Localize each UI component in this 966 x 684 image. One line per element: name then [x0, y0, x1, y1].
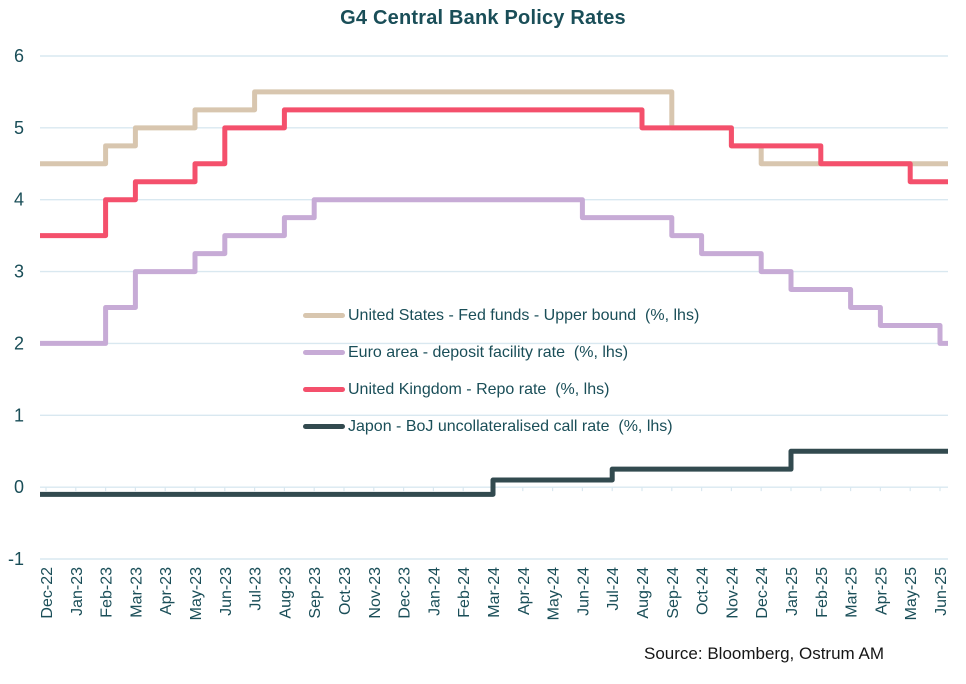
x-axis-label: Nov-23 [367, 567, 384, 619]
x-axis-label: Jan-25 [784, 567, 801, 616]
y-axis-label: 4 [14, 190, 24, 210]
x-axis-label: Sep-24 [665, 567, 682, 619]
legend-item-japan: Japon - BoJ uncollateralised call rate (… [303, 408, 699, 445]
x-axis-label: Feb-23 [99, 567, 116, 618]
x-axis-label: Mar-24 [486, 567, 503, 618]
x-axis-label: May-25 [903, 567, 920, 620]
x-axis-label: May-23 [188, 567, 205, 620]
source-note: Source: Bloomberg, Ostrum AM [644, 644, 884, 663]
x-axis-label: Feb-24 [456, 567, 473, 618]
legend-item-united-states: United States - Fed funds - Upper bound … [303, 297, 699, 334]
y-axis-label: 1 [14, 405, 24, 425]
x-axis-label: Mar-23 [128, 567, 145, 618]
x-axis-label: Apr-24 [516, 567, 533, 615]
x-axis-label: Apr-23 [158, 567, 175, 615]
legend-label-united-states: United States - Fed funds - Upper bound … [348, 306, 700, 324]
x-axis-label: Jul-24 [605, 567, 622, 611]
y-axis-label: 5 [14, 118, 24, 138]
legend-swatch-united-kingdom-icon [303, 387, 345, 392]
legend-swatch-japan-icon [303, 424, 345, 429]
legend-swatch-euro-area-icon [303, 350, 345, 355]
x-axis-label: Dec-23 [397, 567, 414, 619]
x-axis-label: Jun-25 [933, 567, 950, 616]
y-axis-label: 6 [14, 46, 24, 66]
y-axis-label: 0 [14, 477, 24, 497]
legend-label-japan: Japon - BoJ uncollateralised call rate (… [348, 417, 673, 435]
x-axis-label: Jul-23 [248, 567, 265, 611]
y-axis-label: 2 [14, 333, 24, 353]
series-line-1 [40, 197, 948, 346]
legend-swatch-united-states-icon [303, 313, 345, 318]
x-axis-label: Jan-24 [426, 567, 443, 616]
x-axis-label: Aug-24 [635, 567, 652, 619]
legend-item-united-kingdom: United Kingdom - Repo rate (%, lhs) [303, 371, 699, 408]
legend-item-euro-area: Euro area - deposit facility rate (%, lh… [303, 334, 699, 371]
x-axis-label: Dec-24 [754, 567, 771, 619]
x-axis-label: Oct-23 [337, 567, 354, 615]
x-axis-label: Aug-23 [277, 567, 294, 619]
x-axis-label: Nov-24 [724, 567, 741, 619]
x-axis-label: Jan-23 [69, 567, 86, 616]
x-axis-label: Dec-22 [39, 567, 56, 619]
legend-label-euro-area: Euro area - deposit facility rate (%, lh… [348, 343, 629, 361]
x-axis-label: Mar-25 [844, 567, 861, 618]
y-axis-label: -1 [8, 549, 24, 569]
x-axis-label: Sep-23 [307, 567, 324, 619]
x-axis-label: Apr-25 [873, 567, 890, 615]
legend-label-united-kingdom: United Kingdom - Repo rate (%, lhs) [348, 380, 610, 398]
chart-title: G4 Central Bank Policy Rates [340, 7, 626, 29]
x-axis-label: Feb-25 [814, 567, 831, 618]
series-line-2 [40, 107, 948, 239]
x-axis-label: Jun-23 [218, 567, 235, 616]
legend: United States - Fed funds - Upper bound … [303, 297, 699, 445]
x-axis-label: Oct-24 [695, 567, 712, 615]
y-axis-label: 3 [14, 262, 24, 282]
series-line-3 [40, 448, 948, 497]
x-axis-label: May-24 [546, 567, 563, 620]
x-axis-label: Jun-24 [575, 567, 592, 616]
